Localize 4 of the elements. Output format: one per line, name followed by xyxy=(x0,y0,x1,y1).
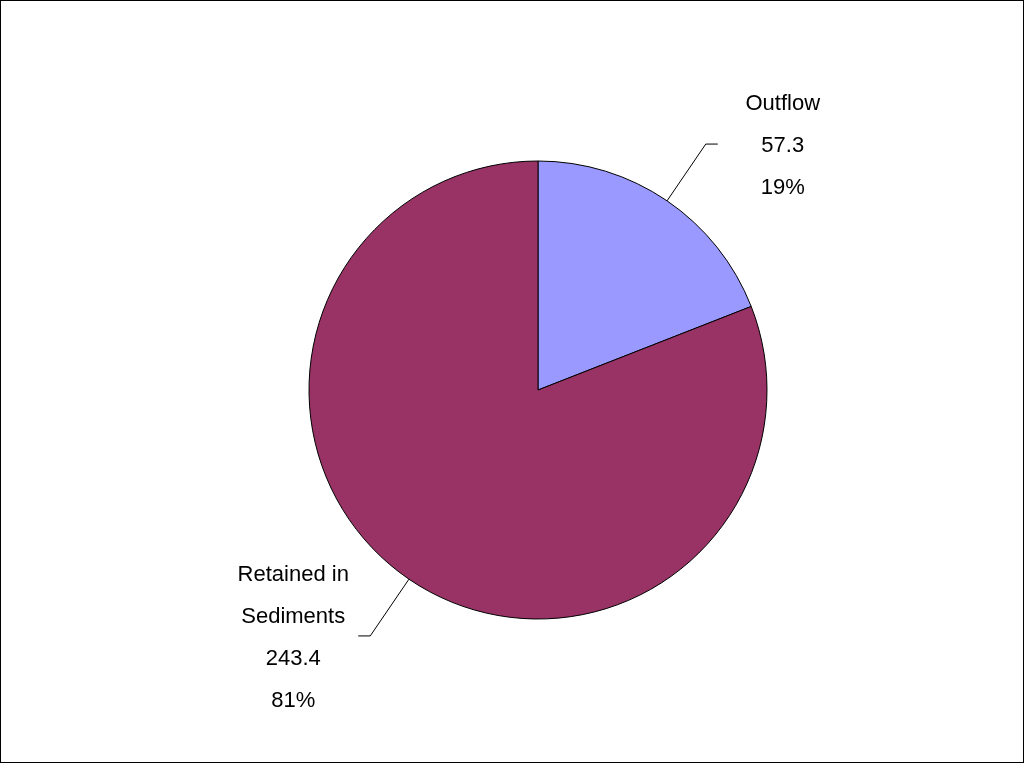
slice-label: Outflow xyxy=(745,89,821,115)
slice-label: Retained in Sediments xyxy=(237,560,349,628)
data-label: 243.4 81% xyxy=(265,644,321,712)
data-label: 57.3 19% xyxy=(760,131,805,199)
